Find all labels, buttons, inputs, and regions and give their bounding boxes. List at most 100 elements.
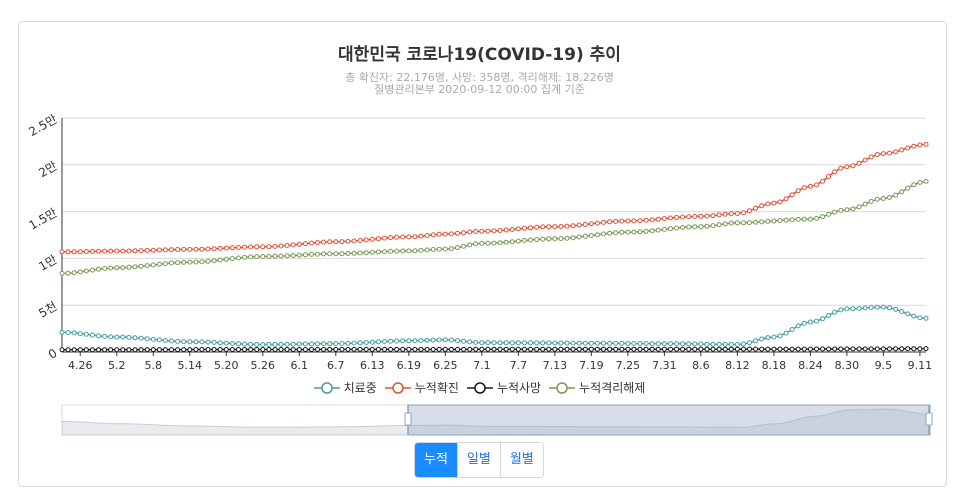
slider-left-handle[interactable] xyxy=(404,405,412,435)
data-point xyxy=(430,346,436,352)
data-point xyxy=(272,347,278,352)
data-point xyxy=(327,346,333,352)
data-point xyxy=(236,245,241,250)
data-point xyxy=(893,346,899,352)
y-tick-label: 1.5만 xyxy=(26,206,59,233)
data-point xyxy=(771,218,777,224)
data-zoom-slider[interactable] xyxy=(61,404,933,436)
x-tick-label: 7.31 xyxy=(652,359,677,372)
legend-item-cumulative-released[interactable]: 누적격리해제 xyxy=(549,379,645,396)
x-tick-label: 7.13 xyxy=(543,359,568,372)
data-point xyxy=(461,230,467,236)
data-point xyxy=(582,340,588,346)
data-point xyxy=(162,261,168,267)
data-point xyxy=(503,346,509,352)
data-point xyxy=(400,338,406,344)
data-point xyxy=(905,185,911,191)
data-point xyxy=(692,346,698,352)
legend-item-treating[interactable]: 치료중 xyxy=(313,379,377,396)
data-point xyxy=(643,217,649,223)
data-point xyxy=(777,346,783,352)
data-point xyxy=(491,346,497,352)
data-point xyxy=(89,347,95,353)
data-point xyxy=(290,253,296,258)
data-point xyxy=(473,241,479,247)
data-point xyxy=(814,182,819,188)
data-point xyxy=(789,327,795,332)
data-point xyxy=(394,338,400,344)
data-point xyxy=(406,234,412,240)
data-point xyxy=(187,246,193,252)
data-point xyxy=(643,346,649,352)
y-tick-label: 2만 xyxy=(36,159,59,180)
monthly-button[interactable]: 월별 xyxy=(500,443,543,477)
data-point xyxy=(89,248,95,254)
data-point xyxy=(868,305,874,311)
cumulative-button[interactable]: 누적 xyxy=(415,443,458,477)
data-point xyxy=(850,306,856,312)
data-point xyxy=(880,304,886,310)
data-point xyxy=(424,233,430,238)
data-point xyxy=(448,246,454,252)
data-point xyxy=(777,333,783,339)
daily-button[interactable]: 일별 xyxy=(457,443,501,477)
data-point xyxy=(272,341,278,347)
data-point xyxy=(686,341,692,347)
data-point xyxy=(905,346,911,352)
data-point xyxy=(382,249,387,255)
data-point xyxy=(637,346,643,352)
slider-right-handle[interactable] xyxy=(925,405,933,435)
data-point xyxy=(801,216,807,222)
data-point xyxy=(594,220,600,226)
data-point xyxy=(582,346,588,352)
data-point xyxy=(485,346,491,352)
data-point xyxy=(315,346,320,352)
data-point xyxy=(868,346,874,352)
data-point xyxy=(899,309,905,314)
data-point xyxy=(734,220,740,226)
data-point xyxy=(479,228,485,234)
data-point xyxy=(795,188,801,194)
data-point xyxy=(400,346,406,352)
x-tick-label: 6.13 xyxy=(360,359,385,372)
data-point xyxy=(576,346,582,352)
data-point xyxy=(564,235,570,241)
data-point xyxy=(923,346,929,352)
data-point xyxy=(266,244,272,250)
data-point xyxy=(400,234,406,240)
data-point xyxy=(680,225,686,230)
data-point xyxy=(254,342,260,347)
x-tick-label: 6.25 xyxy=(433,359,458,372)
data-point xyxy=(710,341,716,347)
data-point xyxy=(345,346,351,352)
data-point xyxy=(278,347,284,352)
data-point xyxy=(923,178,929,184)
data-point xyxy=(363,340,369,345)
data-point xyxy=(789,192,795,198)
x-tick-label: 5.2 xyxy=(108,359,126,372)
data-point xyxy=(832,309,838,315)
data-point xyxy=(461,243,467,249)
data-point xyxy=(844,346,850,352)
data-point xyxy=(199,259,205,265)
data-point xyxy=(521,225,527,231)
data-point xyxy=(242,254,247,260)
data-point xyxy=(71,347,77,353)
data-point xyxy=(509,239,515,245)
data-point xyxy=(327,341,333,347)
legend-item-cumulative-deaths[interactable]: 누적사망 xyxy=(466,379,541,396)
data-point xyxy=(534,237,540,242)
data-point xyxy=(874,196,880,202)
data-point xyxy=(89,332,95,338)
data-point xyxy=(777,218,783,223)
data-point xyxy=(388,235,394,241)
data-point xyxy=(296,252,302,258)
data-point xyxy=(296,341,302,347)
data-point xyxy=(59,329,65,335)
data-point xyxy=(333,239,339,245)
data-point xyxy=(753,219,759,225)
data-point xyxy=(211,339,217,345)
data-point xyxy=(357,340,363,346)
legend-item-cumulative-confirmed[interactable]: 누적확진 xyxy=(384,379,459,396)
data-point xyxy=(838,165,844,171)
